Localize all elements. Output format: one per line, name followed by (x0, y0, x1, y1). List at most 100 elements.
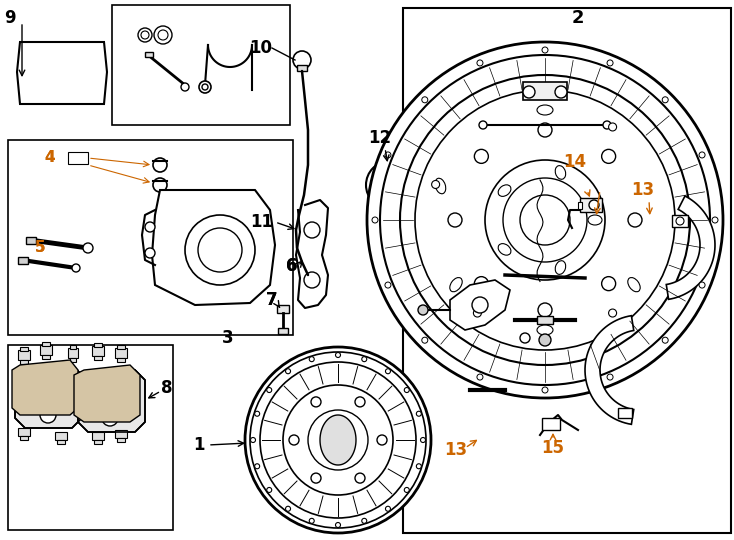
Circle shape (366, 161, 414, 209)
Circle shape (367, 42, 723, 398)
Circle shape (181, 83, 189, 91)
Bar (68, 348, 78, 358)
Text: 14: 14 (564, 153, 586, 171)
Circle shape (422, 337, 428, 343)
Circle shape (266, 388, 272, 393)
Bar (523, 82, 567, 100)
Circle shape (255, 464, 260, 469)
Bar (278, 328, 288, 334)
Polygon shape (666, 196, 715, 299)
Circle shape (542, 387, 548, 393)
Circle shape (372, 217, 378, 223)
Bar (112, 5, 290, 125)
Text: 10: 10 (250, 39, 272, 57)
Ellipse shape (498, 185, 511, 197)
Circle shape (286, 369, 291, 374)
Circle shape (699, 152, 705, 158)
Circle shape (309, 356, 314, 362)
Circle shape (608, 309, 617, 317)
Circle shape (304, 222, 320, 238)
Circle shape (34, 44, 90, 100)
Text: 7: 7 (266, 291, 277, 309)
Circle shape (102, 410, 118, 426)
Circle shape (20, 48, 28, 56)
Bar (117, 358, 125, 362)
Text: 15: 15 (542, 439, 564, 457)
Bar (8, 140, 293, 335)
Circle shape (479, 121, 487, 129)
Bar (542, 418, 560, 430)
Circle shape (538, 303, 552, 317)
Polygon shape (12, 360, 78, 415)
Circle shape (404, 388, 410, 393)
Circle shape (421, 437, 426, 442)
Polygon shape (450, 280, 510, 330)
Circle shape (374, 169, 406, 201)
Circle shape (603, 121, 611, 129)
Circle shape (154, 26, 172, 44)
Bar (117, 438, 125, 442)
Ellipse shape (537, 325, 553, 335)
Circle shape (335, 353, 341, 357)
Text: 13: 13 (445, 441, 468, 459)
Bar (115, 348, 127, 358)
Ellipse shape (435, 178, 446, 194)
Circle shape (72, 264, 80, 272)
Text: 1: 1 (193, 436, 205, 454)
Circle shape (286, 507, 291, 511)
Circle shape (555, 86, 567, 98)
Bar (26, 237, 36, 244)
Circle shape (400, 75, 690, 365)
Circle shape (198, 228, 242, 272)
Bar (20, 436, 28, 440)
Circle shape (311, 473, 321, 483)
Bar (70, 358, 76, 362)
Polygon shape (152, 190, 275, 305)
Circle shape (40, 407, 56, 423)
Circle shape (96, 88, 104, 96)
Circle shape (589, 200, 599, 210)
Bar (18, 350, 30, 360)
Circle shape (304, 272, 320, 288)
Bar (580, 198, 602, 212)
Circle shape (404, 488, 410, 492)
Bar (94, 356, 102, 360)
Circle shape (503, 178, 587, 262)
Circle shape (50, 60, 74, 84)
Circle shape (448, 213, 462, 227)
Circle shape (607, 60, 613, 66)
Bar (94, 343, 102, 347)
Circle shape (385, 369, 390, 374)
Ellipse shape (555, 261, 566, 274)
Bar (618, 408, 632, 418)
Text: 3: 3 (222, 329, 234, 347)
Circle shape (380, 55, 710, 385)
Bar (42, 355, 50, 359)
Bar (20, 360, 28, 364)
Circle shape (416, 411, 421, 416)
Text: 8: 8 (161, 379, 172, 397)
Polygon shape (320, 415, 356, 465)
Ellipse shape (498, 244, 511, 255)
Circle shape (311, 397, 321, 407)
Circle shape (432, 180, 440, 188)
Text: 11: 11 (250, 213, 274, 231)
Bar (578, 202, 582, 209)
Ellipse shape (628, 278, 640, 292)
Bar (92, 432, 104, 440)
Circle shape (250, 437, 255, 442)
Circle shape (83, 243, 93, 253)
Circle shape (42, 52, 82, 92)
Circle shape (362, 518, 367, 523)
Text: 12: 12 (368, 129, 391, 147)
Bar (18, 257, 28, 264)
Circle shape (199, 81, 211, 93)
Bar (578, 170, 596, 190)
Bar (672, 215, 688, 227)
Circle shape (283, 385, 393, 495)
Circle shape (377, 435, 387, 445)
Circle shape (255, 411, 260, 416)
Circle shape (474, 276, 488, 291)
Circle shape (138, 28, 152, 42)
Circle shape (538, 123, 552, 137)
